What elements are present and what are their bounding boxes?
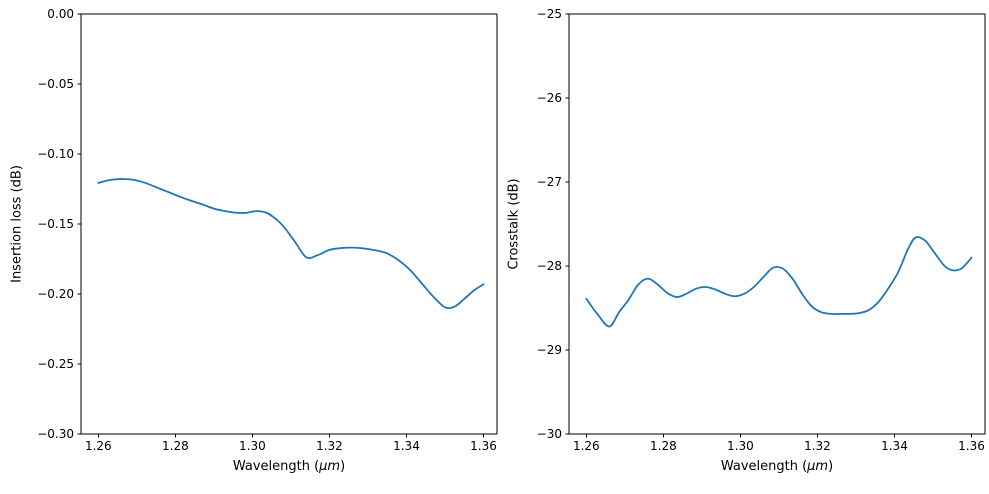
- y-tick-label: −30: [537, 427, 562, 441]
- x-tick-label: 1.34: [393, 439, 420, 453]
- x-tick-label: 1.30: [727, 439, 754, 453]
- x-tick-label: 1.28: [650, 439, 677, 453]
- y-tick-label: −27: [537, 175, 562, 189]
- y-tick-label: 0.00: [47, 7, 74, 21]
- crosstalk-plot: 1.26 1.28 1.30 1.32 1.34 1.36 −25 −26 −27 −28 −29 −…: [507, 7, 986, 474]
- x-tick-label: 1.26: [85, 439, 112, 453]
- crosstalk-line: [585, 236, 973, 328]
- x-tick-label: 1.32: [804, 439, 831, 453]
- y-tick-label: −0.25: [37, 357, 74, 371]
- axes-frame: [568, 13, 986, 435]
- insertion-loss-line: [97, 178, 485, 310]
- y-axis-label: Insertion loss (dB): [10, 165, 25, 283]
- x-tick-label: 1.36: [470, 439, 497, 453]
- x-axis-label: Wavelength (μm): [233, 459, 345, 474]
- y-tick-label: −26: [537, 91, 562, 105]
- y-tick-label: −25: [537, 7, 562, 21]
- y-tick-label: −29: [537, 343, 562, 357]
- x-tick-label: 1.30: [239, 439, 266, 453]
- y-tick-label: −0.20: [37, 287, 74, 301]
- y-axis-label: Crosstalk (dB): [507, 178, 522, 269]
- y-tick-label: −28: [537, 259, 562, 273]
- axes-frame: [80, 13, 498, 435]
- x-tick-label: 1.32: [316, 439, 343, 453]
- y-tick-label: −0.05: [37, 77, 74, 91]
- x-tick-label: 1.34: [881, 439, 908, 453]
- x-tick-label: 1.26: [573, 439, 600, 453]
- y-tick-label: −0.30: [37, 427, 74, 441]
- y-tick-label: −0.15: [37, 217, 74, 231]
- x-axis-label: Wavelength (μm): [721, 459, 833, 474]
- x-tick-label: 1.36: [958, 439, 985, 453]
- x-tick-label: 1.28: [162, 439, 189, 453]
- y-tick-label: −0.10: [37, 147, 74, 161]
- insertion-loss-plot: 1.26 1.28 1.30 1.32 1.34 1.36 0.00 −0.05 −0.10 −0…: [10, 7, 498, 474]
